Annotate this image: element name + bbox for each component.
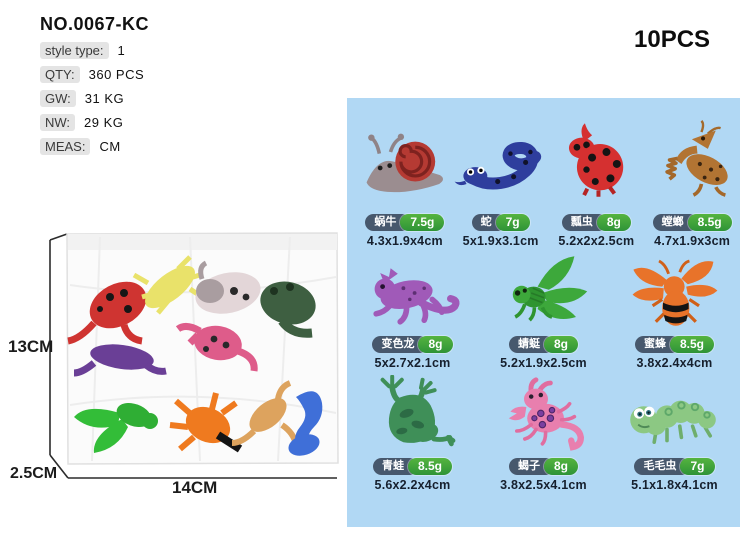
product-name: 毛毛虫 xyxy=(634,458,691,475)
product-weight: 8.5g xyxy=(669,336,714,353)
product-name: 蜗牛 xyxy=(365,214,411,231)
product-card-bee: 蜜蜂 8.5g 3.8x2.4x4cm xyxy=(609,252,740,370)
product-name: 变色龙 xyxy=(372,336,429,353)
product-weight: 8g xyxy=(596,214,631,231)
packaging-bag-figure: 13CM 2.5CM 14CM xyxy=(0,225,345,510)
bag-photo xyxy=(49,232,339,479)
spec-label: GW: xyxy=(40,90,76,107)
product-number: NO.0067-KC xyxy=(40,14,150,34)
spec-row-gw: GW: 31 KG xyxy=(40,90,149,107)
product-weight: 8g xyxy=(543,458,578,475)
spec-label: MEAS: xyxy=(40,138,91,155)
product-label: 变色龙 8g xyxy=(372,336,453,353)
product-dimensions: 4.7x1.9x3cm xyxy=(654,234,731,248)
spec-value: 29 KG xyxy=(84,115,124,130)
product-name: 青蛙 xyxy=(372,458,418,475)
product-dimensions: 5.6x2.2x4cm xyxy=(374,478,451,492)
product-label: 蛇 7g xyxy=(471,214,530,231)
product-dimensions: 4.3x1.9x4cm xyxy=(366,234,443,248)
bag-height-label: 13CM xyxy=(8,337,54,356)
product-card-chameleon: 变色龙 8g 5x2.7x2.1cm xyxy=(347,252,478,370)
spec-row-meas: MEAS: CM xyxy=(40,138,149,155)
snake-toy-image xyxy=(453,102,549,211)
product-label: 青蛙 8.5g xyxy=(372,458,452,475)
product-card-scorpion: 蝎子 8g 3.8x2.5x4.1cm xyxy=(478,374,609,492)
product-weight: 8g xyxy=(418,336,453,353)
catalog-row-1: 蜗牛 7.5g 4.3x1.9x4cm 蛇 7g 5x1.9x3.1 xyxy=(347,102,740,248)
scorpion-toy-image xyxy=(478,374,609,455)
product-dimensions: 5.2x1.9x2.5cm xyxy=(500,356,587,370)
product-label: 蜗牛 7.5g xyxy=(365,214,445,231)
catalog-panel: 蜗牛 7.5g 4.3x1.9x4cm 蛇 7g 5x1.9x3.1 xyxy=(347,98,740,527)
product-weight: 8g xyxy=(543,336,578,353)
product-label: 毛毛虫 7g xyxy=(634,458,715,475)
product-card-mantis: 螳螂 8.5g 4.7x1.9x3cm xyxy=(644,102,740,248)
product-card-ladybug: 瓢虫 8g 5.2x2x2.5cm xyxy=(549,102,645,248)
product-name: 瓢虫 xyxy=(561,214,607,231)
product-label: 蝎子 8g xyxy=(508,458,578,475)
frog-toy-image xyxy=(347,374,478,455)
product-card-snail: 蜗牛 7.5g 4.3x1.9x4cm xyxy=(357,102,453,248)
measurement-lines xyxy=(49,233,337,479)
product-label: 螳螂 8.5g xyxy=(652,214,732,231)
product-card-snake: 蛇 7g 5x1.9x3.1cm xyxy=(453,102,549,248)
snail-toy-image xyxy=(357,102,453,211)
product-label: 瓢虫 8g xyxy=(561,214,631,231)
product-card-frog: 青蛙 8.5g 5.6x2.2x4cm xyxy=(347,374,478,492)
spec-value: CM xyxy=(99,139,121,154)
catalog-row-3: 青蛙 8.5g 5.6x2.2x4cm xyxy=(347,374,740,492)
spec-label: style type: xyxy=(40,42,109,59)
dragonfly-toy-image xyxy=(478,252,609,333)
product-dimensions: 3.8x2.5x4.1cm xyxy=(500,478,587,492)
product-weight: 7.5g xyxy=(400,214,445,231)
product-info-block: NO.0067-KC style type: 1 QTY: 360 PCS GW… xyxy=(40,14,149,155)
product-dimensions: 5x2.7x2.1cm xyxy=(374,356,451,370)
product-dimensions: 5x1.9x3.1cm xyxy=(462,234,539,248)
bee-toy-image xyxy=(609,252,740,333)
ladybug-toy-image xyxy=(549,102,645,211)
chameleon-toy-image xyxy=(347,252,478,333)
bag-gusset-label: 2.5CM xyxy=(10,465,58,482)
spec-label: QTY: xyxy=(40,66,80,83)
product-dimensions: 3.8x2.4x4cm xyxy=(636,356,713,370)
product-weight: 8.5g xyxy=(687,214,732,231)
product-dimensions: 5.1x1.8x4.1cm xyxy=(631,478,718,492)
bag-width-label: 14CM xyxy=(172,478,218,497)
product-weight: 7g xyxy=(680,458,715,475)
product-card-dragonfly: 蜻蜓 8g 5.2x1.9x2.5cm xyxy=(478,252,609,370)
product-name: 螳螂 xyxy=(652,214,698,231)
spec-row-style-type: style type: 1 xyxy=(40,42,149,59)
spec-row-nw: NW: 29 KG xyxy=(40,114,149,131)
product-label: 蜻蜓 8g xyxy=(508,336,578,353)
spec-value: 360 PCS xyxy=(88,67,145,82)
pieces-count: 10PCS xyxy=(634,26,711,53)
product-weight: 7g xyxy=(495,214,530,231)
spec-row-qty: QTY: 360 PCS xyxy=(40,66,149,83)
catalog-row-2: 变色龙 8g 5x2.7x2.1cm 蜻蜓 8g xyxy=(347,252,740,370)
product-card-caterpillar: 毛毛虫 7g 5.1x1.8x4.1cm xyxy=(609,374,740,492)
caterpillar-toy-image xyxy=(609,374,740,455)
product-weight: 8.5g xyxy=(407,458,452,475)
product-name: 蝎子 xyxy=(508,458,554,475)
product-name: 蜻蜓 xyxy=(508,336,554,353)
spec-value: 31 KG xyxy=(84,91,125,106)
product-name: 蜜蜂 xyxy=(634,336,680,353)
product-label: 蜜蜂 8.5g xyxy=(634,336,714,353)
spec-value: 1 xyxy=(117,43,126,58)
spec-label: NW: xyxy=(40,114,76,131)
product-dimensions: 5.2x2x2.5cm xyxy=(558,234,635,248)
mantis-toy-image xyxy=(644,102,740,211)
